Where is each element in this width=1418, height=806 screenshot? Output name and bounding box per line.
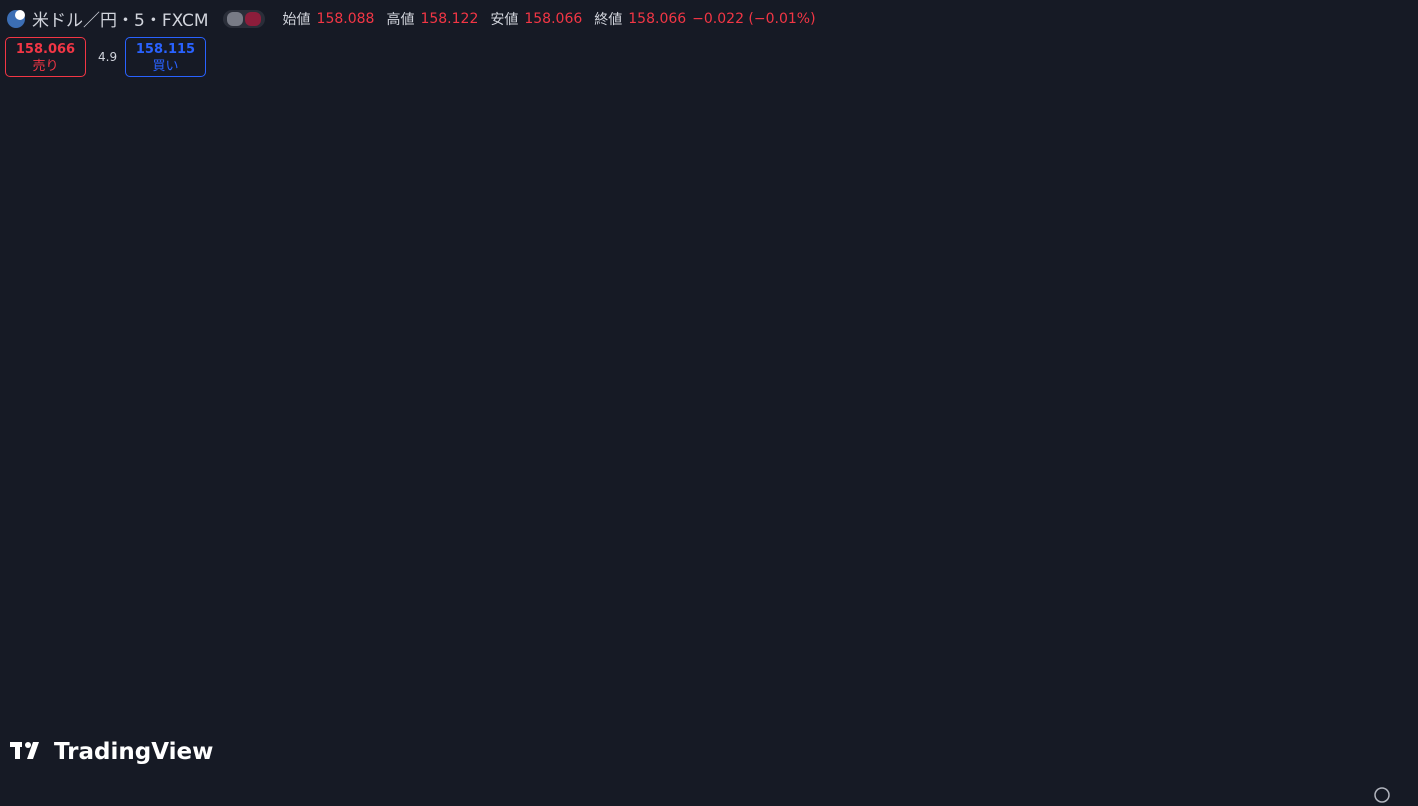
change: −0.022 (−0.01%) (692, 10, 816, 27)
low-label: 安値 (490, 11, 519, 28)
settings-button[interactable] (1374, 787, 1390, 803)
buy-price: 158.115 (135, 42, 196, 57)
open-label: 始値 (282, 11, 311, 28)
open-value: 158.088 (316, 10, 375, 27)
legend: 米ドル／円・5・FXCM 始値 158.088 高値 158.122 安値 158.0… (6, 6, 816, 31)
sell-button[interactable]: 158.066 売り (5, 37, 86, 77)
spread: 4.9 (98, 50, 118, 64)
flag-icon (7, 9, 25, 28)
buy-button[interactable]: 158.115 買い (125, 37, 206, 77)
toggle[interactable] (222, 9, 265, 28)
low-value: 158.066 (524, 10, 583, 27)
logo: TradingView (54, 739, 213, 765)
close-value: 158.066 (628, 10, 687, 27)
sell-price: 158.066 (15, 42, 76, 57)
close-label: 終値 (594, 11, 623, 28)
logo-icon (10, 742, 39, 759)
sell-label: 売り (32, 59, 59, 74)
buy-label: 買い (152, 59, 179, 74)
high-value: 158.122 (420, 10, 479, 27)
symbol: 米ドル／円・5・FXCM (32, 11, 209, 31)
high-label: 高値 (386, 11, 415, 28)
